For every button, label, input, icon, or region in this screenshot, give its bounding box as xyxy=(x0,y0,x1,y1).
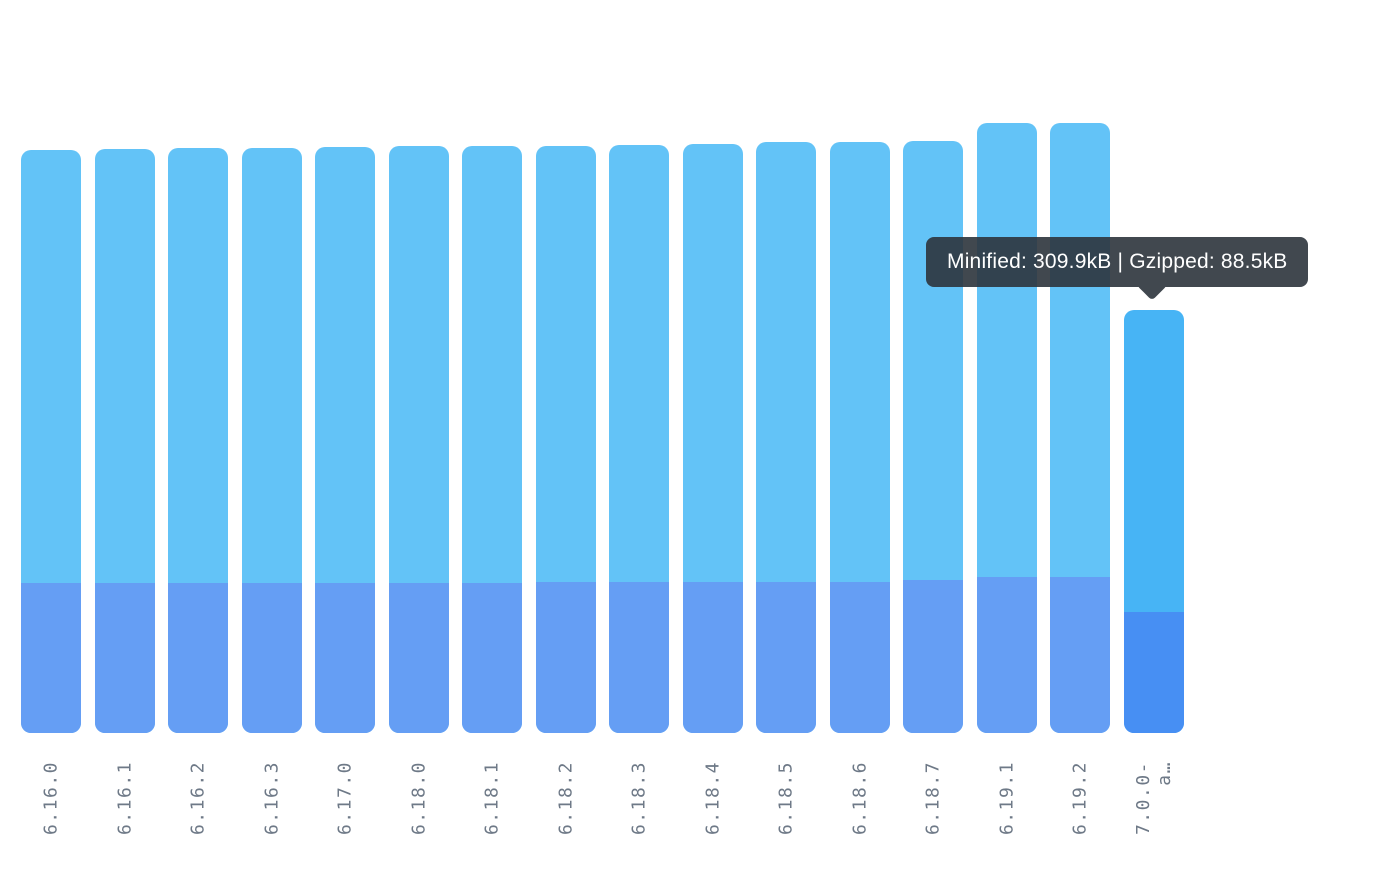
chart-bar-6.19.2[interactable] xyxy=(1050,123,1110,733)
bar-column: 6.16.1 xyxy=(94,0,155,835)
x-axis-label: 6.18.4 xyxy=(702,761,723,836)
gzip-segment xyxy=(829,582,890,733)
x-axis-label: 6.17.0 xyxy=(334,761,356,836)
gzip-segment xyxy=(315,583,375,733)
bar-column: 7.0.0- a… xyxy=(1123,0,1184,835)
gzip-segment xyxy=(756,582,816,733)
x-axis-label: 6.16.3 xyxy=(261,761,282,836)
chart-bar-6.18.4[interactable] xyxy=(682,144,743,733)
chart-bar-6.18.3[interactable] xyxy=(609,145,669,733)
gzip-segment xyxy=(168,583,228,733)
chart-bar-6.18.2[interactable] xyxy=(535,146,596,733)
x-axis-label: 6.19.2 xyxy=(1069,761,1091,836)
bar-column: 6.18.2 xyxy=(535,0,596,835)
x-axis-label: 6.16.2 xyxy=(187,761,209,836)
gzip-segment xyxy=(976,577,1037,733)
bar-column: 6.16.3 xyxy=(241,0,302,835)
bar-column: 6.18.7 xyxy=(903,0,963,835)
chart-bar-6.18.0[interactable] xyxy=(388,146,449,733)
bar-column: 6.18.3 xyxy=(609,0,669,835)
gzip-segment xyxy=(1123,612,1184,733)
bar-column: 6.18.5 xyxy=(756,0,816,835)
bar-column: 6.16.2 xyxy=(168,0,228,835)
gzip-segment xyxy=(609,582,669,733)
x-axis-label: 6.16.1 xyxy=(114,761,135,836)
chart-tooltip: Minified: 309.9kB | Gzipped: 88.5kB xyxy=(926,237,1309,301)
bar-column: 6.16.0 xyxy=(21,0,81,835)
chart-bar-6.18.7[interactable] xyxy=(903,141,963,733)
gzip-segment xyxy=(21,583,81,733)
chart-bar-6.16.1[interactable] xyxy=(94,149,155,733)
x-axis-label: 6.18.7 xyxy=(922,761,944,836)
chart-bar-6.18.6[interactable] xyxy=(829,142,890,733)
bar-column: 6.18.6 xyxy=(829,0,890,835)
chart-bar-6.18.1[interactable] xyxy=(462,146,522,733)
gzip-segment xyxy=(1050,577,1110,733)
gzip-segment xyxy=(682,582,743,733)
chart-bar-6.16.3[interactable] xyxy=(241,148,302,733)
gzip-segment xyxy=(903,580,963,733)
bar-column: 6.18.1 xyxy=(462,0,522,835)
gzip-segment xyxy=(388,583,449,733)
x-axis-label: 6.18.1 xyxy=(481,761,503,836)
x-axis-label: 6.19.1 xyxy=(996,761,1017,836)
bar-column: 6.19.2 xyxy=(1050,0,1110,835)
chart-bar-6.19.1[interactable] xyxy=(976,123,1037,733)
gzip-segment xyxy=(462,583,522,733)
chart-bar-6.16.2[interactable] xyxy=(168,148,228,733)
tooltip-text: Minified: 309.9kB | Gzipped: 88.5kB xyxy=(947,250,1288,273)
bar-column: 6.18.4 xyxy=(682,0,743,835)
x-axis-label: 6.18.6 xyxy=(849,761,870,836)
bars-row: 6.16.0 6.16.1 6.16.2 6.16.3 6.17.0 6.18.0 6.18… xyxy=(21,0,1184,835)
chart-bar-6.16.0[interactable] xyxy=(21,150,81,733)
chart-bar-6.18.5[interactable] xyxy=(756,142,816,733)
gzip-segment xyxy=(241,583,302,733)
chart-bar-7.0.0-[interactable] xyxy=(1123,310,1184,733)
x-axis-label: 6.18.2 xyxy=(555,761,576,836)
x-axis-label: 6.18.5 xyxy=(775,761,797,836)
bar-column: 6.18.0 xyxy=(388,0,449,835)
x-axis-label: 7.0.0- a… xyxy=(1132,761,1175,836)
x-axis-label: 6.18.0 xyxy=(408,761,429,836)
bar-column: 6.17.0 xyxy=(315,0,375,835)
gzip-segment xyxy=(535,582,596,733)
chart-bar-6.17.0[interactable] xyxy=(315,147,375,733)
x-axis-label: 6.18.3 xyxy=(628,761,650,836)
gzip-segment xyxy=(94,583,155,733)
x-axis-label: 6.16.0 xyxy=(40,761,62,836)
bar-column: 6.19.1 xyxy=(976,0,1037,835)
